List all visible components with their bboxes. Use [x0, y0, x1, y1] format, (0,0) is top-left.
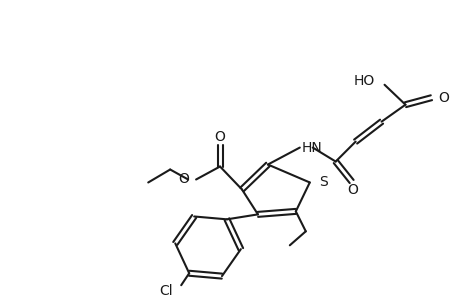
Text: Cl: Cl — [159, 284, 173, 298]
Text: HN: HN — [301, 141, 322, 154]
Text: S: S — [318, 176, 327, 190]
Text: O: O — [214, 130, 225, 144]
Text: O: O — [437, 91, 448, 105]
Text: O: O — [347, 183, 357, 197]
Text: O: O — [178, 172, 189, 187]
Text: HO: HO — [353, 74, 374, 88]
